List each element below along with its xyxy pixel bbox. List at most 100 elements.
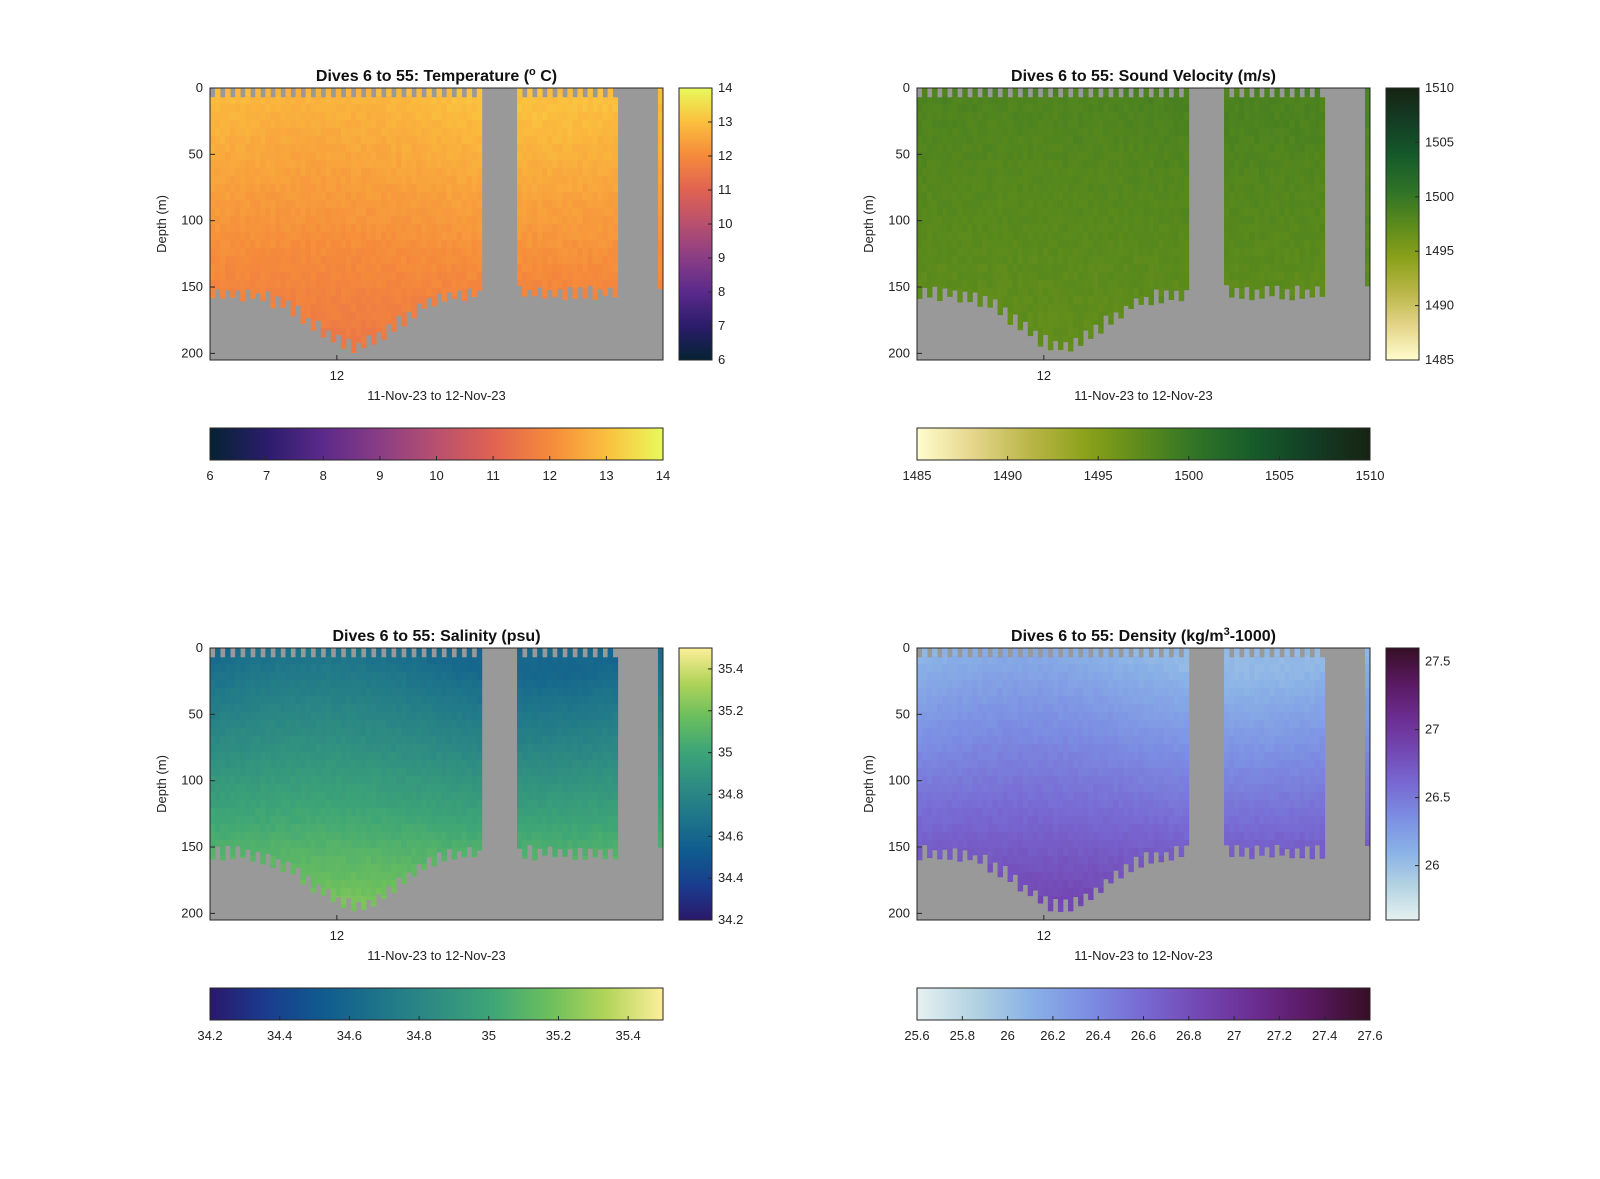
- heatmap-cell: [952, 272, 958, 281]
- heatmap-cell: [431, 272, 437, 281]
- heatmap-cell: [320, 880, 327, 889]
- heatmap-cell: [290, 736, 296, 745]
- heatmap-cell: [361, 152, 367, 161]
- heatmap-cell: [657, 224, 664, 233]
- heatmap-cell: [1269, 216, 1275, 225]
- heatmap-cell: [1133, 112, 1139, 121]
- heatmap-cell: [1027, 328, 1034, 337]
- heatmap-cell: [265, 128, 271, 137]
- heatmap-cell: [1052, 192, 1059, 201]
- heatmap-cell: [260, 776, 266, 785]
- heatmap-cell: [1032, 152, 1039, 161]
- heatmap-cell: [1143, 240, 1149, 249]
- heatmap-cell: [330, 152, 337, 161]
- heatmap-cell: [431, 232, 437, 241]
- heatmap-cell: [391, 200, 397, 209]
- heatmap-cell: [922, 248, 928, 257]
- heatmap-cell: [230, 712, 236, 721]
- heatmap-cell: [577, 224, 583, 233]
- heatmap-cell: [275, 168, 281, 177]
- heatmap-cell: [330, 320, 337, 329]
- heatmap-cell: [220, 720, 226, 729]
- heatmap-cell: [1158, 168, 1165, 177]
- heatmap-cell: [416, 168, 422, 177]
- heatmap-cell: [1062, 168, 1069, 177]
- heatmap-cell: [451, 240, 458, 249]
- heatmap-cell: [255, 752, 261, 761]
- heatmap-cell: [1113, 200, 1119, 209]
- heatmap-cell: [215, 800, 221, 809]
- heatmap-cell: [987, 168, 993, 177]
- heatmap-cell: [1143, 128, 1149, 137]
- heatmap-cell: [1068, 288, 1074, 297]
- heatmap-cell: [552, 152, 558, 161]
- heatmap-cell: [295, 856, 301, 865]
- heatmap-cell: [230, 232, 236, 241]
- heatmap-cell: [325, 208, 332, 217]
- heatmap-cell: [987, 104, 993, 113]
- heatmap-cell: [265, 88, 271, 97]
- heatmap-cell: [967, 184, 973, 193]
- heatmap-cell: [1103, 264, 1109, 273]
- heatmap-cell: [325, 664, 332, 673]
- heatmap-cell: [225, 152, 231, 161]
- heatmap-cell: [265, 720, 271, 729]
- heatmap-cell: [1103, 176, 1109, 185]
- heatmap-cell: [431, 120, 437, 129]
- heatmap-cell: [1047, 168, 1054, 177]
- heatmap-cell: [1143, 144, 1149, 153]
- heatmap-cell: [295, 160, 301, 169]
- heatmap-cell: [320, 112, 327, 121]
- heatmap-cell: [547, 152, 553, 161]
- heatmap-cell: [270, 664, 276, 673]
- heatmap-cell: [592, 192, 598, 201]
- heatmap-cell: [345, 176, 352, 185]
- heatmap-cell: [932, 160, 938, 169]
- heatmap-cell: [461, 112, 468, 121]
- heatmap-cell: [1108, 224, 1114, 233]
- heatmap-cell: [310, 288, 317, 297]
- heatmap-cell: [426, 176, 432, 185]
- heatmap-cell: [532, 168, 538, 177]
- heatmap-cell: [275, 720, 281, 729]
- heatmap-cell: [1027, 272, 1034, 281]
- heatmap-cell: [310, 296, 317, 305]
- heatmap-cell: [1118, 296, 1124, 305]
- heatmap-cell: [1148, 200, 1154, 209]
- heatmap-cell: [290, 808, 296, 817]
- heatmap-cell: [1249, 112, 1255, 121]
- heatmap-cell: [1098, 176, 1104, 185]
- heatmap-cell: [557, 280, 563, 289]
- heatmap-cell: [225, 280, 231, 289]
- heatmap-cell: [1022, 248, 1029, 257]
- heatmap-cell: [275, 648, 281, 657]
- heatmap-cell: [381, 144, 387, 153]
- heatmap-cell: [1017, 104, 1024, 113]
- heatmap-cell: [215, 128, 221, 137]
- heatmap-cell: [245, 216, 251, 225]
- heatmap-cell: [1153, 288, 1159, 290]
- colorbar-tick-label: 1495: [1425, 243, 1454, 258]
- heatmap-cell: [1279, 112, 1285, 121]
- heatmap-cell: [572, 128, 578, 137]
- heatmap-cell: [1314, 240, 1321, 249]
- heatmap-cell: [305, 752, 312, 761]
- heatmap-cell: [225, 232, 231, 241]
- heatmap-cell: [1259, 104, 1265, 113]
- heatmap-cell: [962, 136, 968, 145]
- heatmap-cell: [225, 168, 231, 177]
- heatmap-cell: [982, 240, 988, 249]
- heatmap-cell: [421, 288, 427, 297]
- heatmap-cell: [1113, 280, 1119, 289]
- heatmap-cell: [285, 256, 291, 265]
- heatmap-cell: [295, 112, 301, 121]
- heatmap-cell: [215, 744, 221, 753]
- heatmap-cell: [1078, 224, 1084, 233]
- heatmap-cell: [1254, 288, 1260, 290]
- heatmap-cell: [446, 120, 452, 129]
- heatmap-cell: [1022, 104, 1029, 113]
- heatmap-cell: [270, 136, 276, 145]
- heatmap-cell: [325, 768, 332, 777]
- heatmap-cell: [927, 264, 933, 273]
- y-tick-label: 150: [888, 279, 910, 294]
